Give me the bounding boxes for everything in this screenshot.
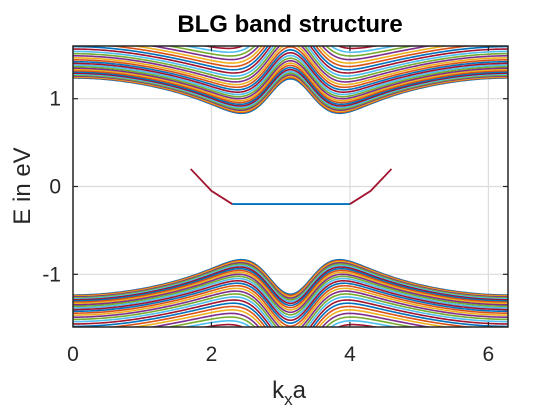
conduction-band-14 <box>73 49 508 91</box>
valence-band-22 <box>103 305 478 327</box>
x-axis-label: kxa <box>272 377 307 409</box>
y-axis-label: E in eV <box>9 147 36 224</box>
conduction-band-23 <box>129 46 452 64</box>
valence-band-16 <box>73 287 508 327</box>
edge-connector-right <box>349 168 393 205</box>
valence-band-12 <box>73 277 508 319</box>
conduction-band-17 <box>73 46 508 83</box>
valence-band-6 <box>73 266 508 305</box>
valence-band-19 <box>73 296 508 327</box>
x-tick-label-0: 0 <box>67 343 79 366</box>
valence-band-3 <box>73 261 508 299</box>
chart-title: BLG band structure <box>177 11 402 38</box>
valence-band-13 <box>73 279 508 322</box>
valence-band-15 <box>73 284 508 327</box>
conduction-band-4 <box>73 72 508 110</box>
valence-band-18 <box>73 293 508 327</box>
x-tick-label-2: 4 <box>344 343 356 366</box>
conduction-band-3 <box>73 74 508 112</box>
valence-band-7 <box>73 267 508 307</box>
valence-band-10 <box>73 273 508 314</box>
conduction-band-13 <box>73 51 508 94</box>
valence-band-21 <box>73 302 508 327</box>
valence-band-5 <box>73 264 508 303</box>
valence-band-11 <box>73 275 508 316</box>
conduction-band-5 <box>73 70 508 109</box>
conduction-band-20 <box>73 46 508 74</box>
valence-band-20 <box>73 299 508 327</box>
conduction-band-22 <box>103 46 478 68</box>
conduction-band-16 <box>73 46 508 86</box>
bands-group <box>73 46 508 327</box>
valence-band-8 <box>73 269 508 309</box>
valence-band-23 <box>129 309 452 327</box>
x-axis-label-rest: a <box>293 377 307 404</box>
x-axis-label-base: k <box>272 377 285 404</box>
conduction-band-18 <box>73 46 508 80</box>
valence-band-14 <box>73 282 508 324</box>
edge-connector-left <box>190 168 233 205</box>
conduction-band-19 <box>73 46 508 77</box>
x-axis-label-sub: x <box>284 390 293 409</box>
valence-band-17 <box>73 290 508 327</box>
x-tick-label-3: 6 <box>483 343 495 366</box>
conduction-band-15 <box>73 46 508 89</box>
valence-band-9 <box>73 271 508 311</box>
conduction-band-10 <box>73 59 508 100</box>
tick-labels-group: 0 2 4 6 -1 0 1 <box>42 88 494 366</box>
valence-band-4 <box>73 263 508 301</box>
ticks-group <box>72 46 508 327</box>
y-tick-label-2: 1 <box>49 88 61 111</box>
y-tick-label-0: -1 <box>42 263 61 286</box>
edge-states-group <box>190 168 393 205</box>
conduction-band-8 <box>73 64 508 104</box>
conduction-band-11 <box>73 57 508 98</box>
conduction-band-9 <box>73 62 508 102</box>
conduction-band-6 <box>73 68 508 107</box>
y-tick-label-1: 0 <box>49 176 61 199</box>
conduction-band-7 <box>73 66 508 106</box>
x-tick-label-1: 2 <box>206 343 218 366</box>
conduction-band-12 <box>73 54 508 96</box>
conduction-band-21 <box>73 46 508 71</box>
